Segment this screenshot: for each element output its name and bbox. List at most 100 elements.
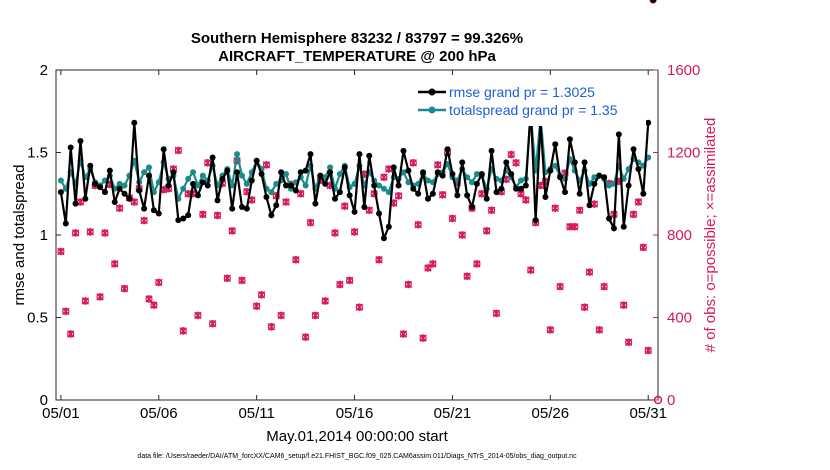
obs-assimilated-point xyxy=(336,280,344,289)
rmse-point xyxy=(410,185,417,192)
obs-assimilated-point xyxy=(321,297,329,305)
rmse-point xyxy=(141,205,148,212)
rmse-point xyxy=(371,182,378,189)
rmse-point xyxy=(415,190,422,197)
obs-assimilated-point xyxy=(208,319,217,328)
obs-assimilated-point xyxy=(487,206,496,215)
rmse-point xyxy=(82,195,89,202)
x-tick-label: 05/01 xyxy=(42,405,80,422)
rmse-point xyxy=(576,190,583,197)
obs-assimilated-point xyxy=(492,309,501,318)
obs-assimilated-point xyxy=(482,227,491,235)
rmse-point xyxy=(346,192,353,199)
obs-assimilated-point xyxy=(238,276,246,285)
rmse-point xyxy=(243,205,250,212)
rmse-point xyxy=(591,180,598,187)
spread-point xyxy=(234,151,241,158)
obs-assimilated-point xyxy=(66,330,75,338)
spread-point xyxy=(385,189,392,196)
legend-spread-label: totalspread grand pr = 1.35 xyxy=(449,102,618,118)
obs-assimilated-point xyxy=(194,311,202,320)
rmse-point xyxy=(522,182,529,189)
rmse-point xyxy=(268,212,275,219)
rmse-point xyxy=(635,166,642,172)
rmse-point xyxy=(194,192,201,199)
spread-point xyxy=(57,177,64,184)
rmse-point xyxy=(62,220,69,227)
spread-point xyxy=(121,182,128,189)
obs-assimilated-point xyxy=(448,214,457,223)
rmse-point xyxy=(97,184,104,191)
obs-assimilated-point xyxy=(257,291,266,299)
rmse-point xyxy=(67,144,74,151)
obs-assimilated-point xyxy=(199,210,207,219)
rmse-point xyxy=(341,164,348,171)
obs-assimilated-point xyxy=(252,302,261,310)
rmse-point xyxy=(429,190,436,197)
y-left-tick-label: 0.5 xyxy=(27,310,48,327)
spread-point xyxy=(591,174,598,181)
obs-assimilated-point xyxy=(409,159,418,167)
rmse-point xyxy=(380,235,387,242)
obs-assimilated-point xyxy=(419,334,427,342)
obs-assimilated-point xyxy=(145,295,153,303)
rmse-point xyxy=(640,190,647,197)
y-right-tick-label: 1200 xyxy=(667,145,700,162)
obs-assimilated-point xyxy=(267,322,276,331)
rmse-point xyxy=(126,195,133,202)
obs-assimilated-point xyxy=(120,284,129,293)
rmse-point xyxy=(586,202,593,209)
rmse-point xyxy=(513,185,520,192)
rmse-point xyxy=(165,182,172,189)
spread-point xyxy=(145,164,152,171)
legend: rmse grand pr = 1.3025 totalspread grand… xyxy=(414,80,646,126)
spread-point xyxy=(185,175,192,182)
rmse-point xyxy=(488,147,495,154)
rmse-point xyxy=(175,217,182,224)
rmse-point xyxy=(116,185,123,192)
rmse-point xyxy=(434,169,441,176)
rmse-point xyxy=(101,189,108,196)
obs-assimilated-point xyxy=(380,173,388,182)
rmse-point xyxy=(405,167,412,174)
rmse-point xyxy=(478,170,485,177)
rmse-point xyxy=(469,203,476,210)
chart-title-line1: Southern Hemisphere 83232 / 83797 = 99.3… xyxy=(191,30,523,47)
obs-assimilated-point xyxy=(101,229,109,237)
x-tick-label: 05/31 xyxy=(629,405,667,422)
rmse-point xyxy=(199,179,206,186)
rmse-point xyxy=(253,157,260,164)
rmse-point xyxy=(297,169,304,176)
rmse-point xyxy=(395,182,402,189)
rmse-point xyxy=(615,131,622,138)
rmse-point xyxy=(650,0,657,3)
rmse-point xyxy=(317,172,324,179)
rmse-point xyxy=(620,223,627,230)
rmse-point xyxy=(420,169,427,176)
obs-assimilated-point xyxy=(111,260,119,268)
rmse-point xyxy=(312,200,319,207)
rmse-point xyxy=(547,167,554,174)
obs-assimilated-point xyxy=(155,278,163,287)
obs-assimilated-point xyxy=(595,326,603,334)
rmse-point xyxy=(532,217,539,224)
obs-assimilated-point xyxy=(179,327,187,335)
rmse-point xyxy=(424,195,431,202)
spread-point xyxy=(327,164,334,171)
obs-assimilated-point xyxy=(115,204,124,212)
spread-point xyxy=(238,172,245,179)
obs-assimilated-point xyxy=(429,260,437,268)
rmse-point xyxy=(366,152,373,159)
left-y-axis: 0 0.5 1 1.5 2 xyxy=(27,62,61,409)
obs-assimilated-point xyxy=(62,307,70,316)
y-right-tick-label: 800 xyxy=(667,227,692,244)
rmse-point xyxy=(155,210,162,217)
spread-point xyxy=(424,177,431,184)
spread-point xyxy=(400,169,407,176)
obs-assimilated-point xyxy=(150,301,158,309)
spread-point xyxy=(268,189,275,196)
y-left-tick-label: 1.5 xyxy=(27,145,48,162)
y-right-tick-label: 400 xyxy=(667,310,692,327)
y-axis-right-label: # of obs: o=possible; ×=assimilated xyxy=(702,118,719,353)
